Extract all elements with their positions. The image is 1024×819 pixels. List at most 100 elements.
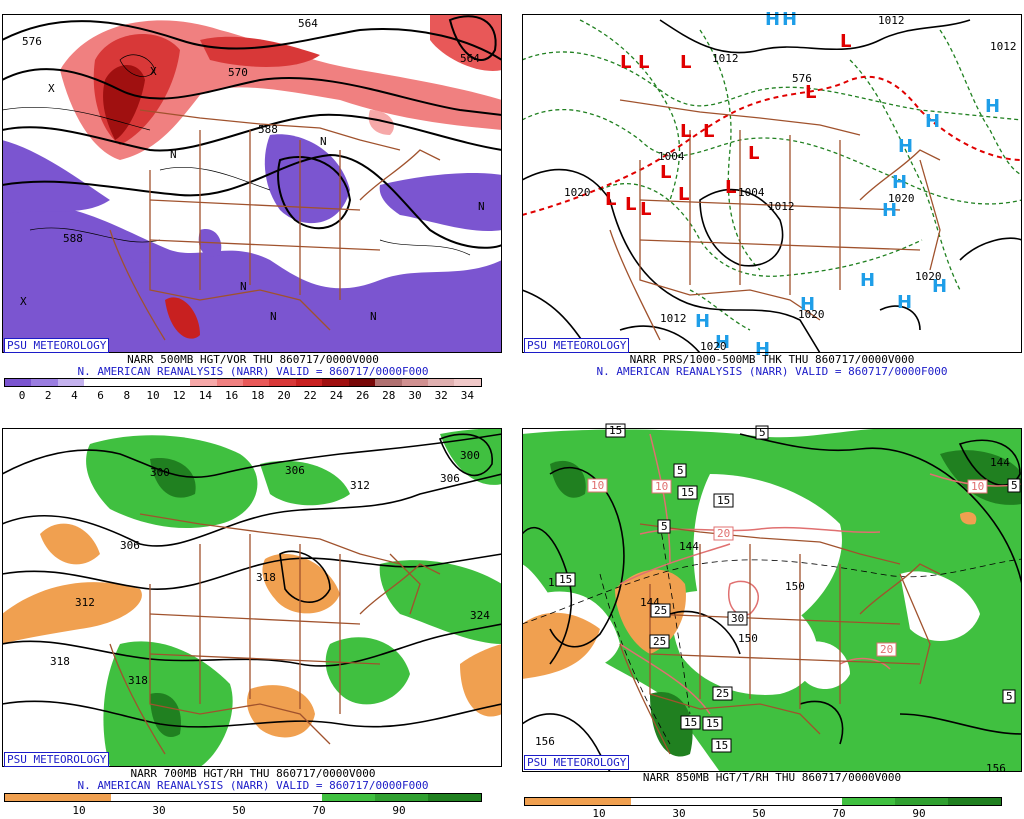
scale-tick-label: 90: [912, 807, 926, 819]
scale-tick-label: 0: [18, 389, 26, 402]
contour-label: 318: [50, 655, 70, 668]
isobar-label: 1012: [660, 312, 687, 325]
vort-shade-purple: [379, 173, 502, 232]
vort-shade-purple: [264, 134, 350, 224]
value-box: [1007, 478, 1021, 493]
caption-valid: N. AMERICAN REANALYSIS (NARR) VALID = 86…: [596, 365, 948, 378]
value-box: [587, 478, 608, 493]
color-scale-bar: [524, 797, 1002, 806]
contour-label: N: [270, 310, 277, 323]
vort-shade-purple: [2, 140, 110, 215]
isobar-label: 1020: [915, 270, 942, 283]
contour-label: 564: [460, 52, 480, 65]
value-box-label: 20: [880, 643, 893, 656]
color-scale-ticks: 10 30 50 70 90: [4, 804, 482, 818]
psu-badge: PSU METEOROLOGY: [4, 752, 110, 767]
value-box: [605, 423, 626, 438]
high-marker: H: [898, 136, 913, 157]
rh-moist-shade: [260, 460, 350, 506]
value-box-label: 20: [717, 527, 730, 540]
scale-tick-label: 30: [672, 807, 686, 819]
contour-label: 306: [285, 464, 305, 477]
rh-moist-shade: [800, 641, 850, 689]
contour-label: N: [170, 148, 177, 161]
value-box: [680, 715, 701, 730]
color-swatch: [842, 798, 896, 805]
color-swatch: [57, 379, 85, 386]
scale-tick-label: 24: [329, 389, 344, 402]
isobar-label: 1020: [888, 192, 915, 205]
contour-label: 150: [785, 580, 805, 593]
contour-label: X: [48, 82, 55, 95]
color-swatch: [84, 379, 111, 386]
color-swatch: [454, 379, 481, 386]
color-swatch: [428, 794, 482, 801]
scale-tick-label: 2: [44, 389, 52, 402]
contour-label: 306: [440, 472, 460, 485]
low-marker: L: [840, 31, 851, 52]
color-swatch: [110, 794, 164, 801]
value-box-label: 10: [655, 480, 668, 493]
low-marker: L: [640, 199, 651, 220]
color-swatch: [525, 798, 578, 805]
vort-shade-red: [165, 297, 200, 339]
scale-tick-label: 18: [251, 389, 265, 402]
high-marker: H: [932, 276, 947, 297]
color-swatch: [5, 379, 32, 386]
value-box: [713, 526, 734, 541]
scale-tick-label: 30: [152, 804, 166, 817]
color-scale-ticks: 10 30 50 70 90: [524, 807, 1002, 819]
scale-tick-label: 10: [72, 804, 86, 817]
color-swatch: [948, 798, 1002, 805]
panel-850mb-rh: 144 150 156 156 156 144 144 150 15551551…: [520, 414, 1024, 819]
map-700mb: 300 306 312 306 312 318 318 324 300 306 …: [2, 428, 502, 767]
color-swatch: [736, 798, 790, 805]
contour-label: N: [478, 200, 485, 213]
value-box: [727, 611, 748, 626]
scale-tick-label: 30: [408, 389, 422, 402]
value-box: [967, 479, 988, 494]
rh-moist-shade: [900, 571, 980, 641]
low-marker: L: [680, 121, 691, 142]
contour-label: 318: [256, 571, 276, 584]
color-swatch: [577, 798, 631, 805]
value-box: [673, 463, 687, 478]
high-marker: H: [925, 111, 940, 132]
vort-shade-red: [368, 110, 394, 135]
scale-tick-label: 6: [97, 389, 104, 402]
thickness-576-line: [522, 75, 1022, 216]
isobar-label: 1004: [738, 186, 765, 199]
scale-tick-label: 34: [460, 389, 475, 402]
contour-label: 144: [990, 456, 1010, 469]
low-marker: L: [625, 194, 636, 215]
value-box-label: 15: [717, 494, 730, 507]
caption-valid: N. AMERICAN REANALYSIS (NARR) VALID = 86…: [77, 779, 429, 792]
low-marker: L: [680, 52, 691, 73]
low-pressure-markers: L L L L L L L L L L L L L L: [605, 31, 851, 220]
psu-badge: PSU METEOROLOGY: [524, 338, 630, 353]
vort-shade-red: [200, 36, 320, 67]
color-swatch: [401, 379, 428, 386]
border-lines: [109, 513, 441, 755]
scale-tick-label: 10: [146, 389, 160, 402]
low-marker: L: [605, 189, 616, 210]
color-swatch: [348, 379, 376, 386]
contour-label: X: [20, 295, 27, 308]
color-swatch: [789, 798, 843, 805]
scale-tick-label: 4: [71, 389, 78, 402]
scale-tick-label: 90: [392, 804, 406, 817]
color-swatch: [216, 379, 243, 386]
contour-label: 144: [679, 540, 699, 553]
isobar-label: 1020: [700, 340, 727, 353]
rh-moist-shade: [379, 560, 502, 644]
rh-moist-shade: [325, 637, 410, 705]
value-box-label: 10: [591, 479, 604, 492]
contour-label: X: [150, 65, 157, 78]
scale-tick-label: 16: [224, 389, 239, 402]
contour-label: 312: [350, 479, 370, 492]
value-box: [649, 634, 670, 649]
contour-label: 324: [470, 609, 490, 622]
high-marker: H: [897, 292, 912, 313]
caption-valid: N. AMERICAN REANALYSIS (NARR) VALID = 86…: [77, 365, 429, 378]
high-marker: H: [800, 294, 815, 315]
